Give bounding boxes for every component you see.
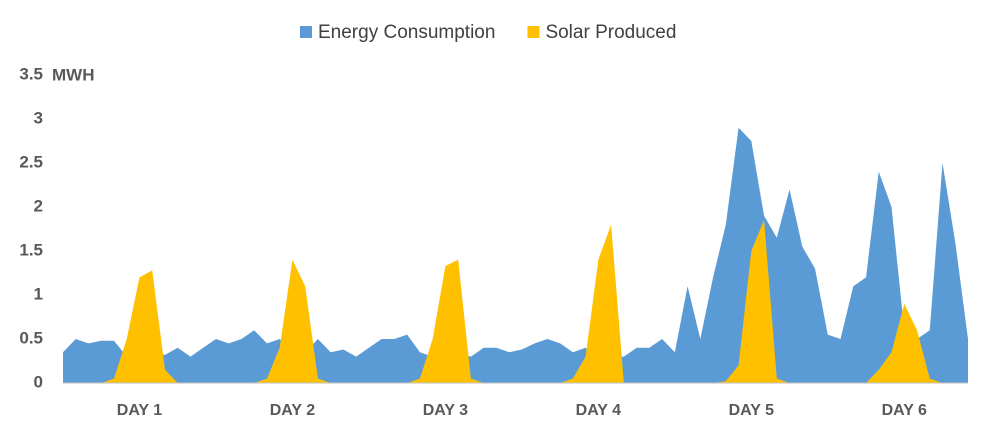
legend-label: Energy Consumption bbox=[318, 22, 495, 43]
y-tick-label: 1 bbox=[34, 284, 43, 303]
x-tick-label: DAY 3 bbox=[423, 402, 468, 419]
x-tick-label: DAY 2 bbox=[270, 402, 315, 419]
x-tick-label: DAY 1 bbox=[117, 402, 162, 419]
y-tick-label: 3.5 bbox=[19, 64, 43, 83]
x-tick-label: DAY 5 bbox=[729, 402, 774, 419]
y-tick-label: 3 bbox=[34, 108, 43, 127]
x-tick-label: DAY 6 bbox=[882, 402, 927, 419]
area bbox=[63, 220, 968, 383]
legend-label: Solar Produced bbox=[545, 22, 676, 43]
y-axis-label: MWH bbox=[52, 65, 94, 84]
legend-swatch bbox=[300, 26, 312, 38]
x-tick-label: DAY 4 bbox=[576, 402, 621, 419]
legend-swatch bbox=[527, 26, 540, 38]
y-tick-label: 0 bbox=[34, 372, 43, 391]
y-tick-label: 2 bbox=[34, 196, 43, 215]
y-tick-label: 1.5 bbox=[19, 240, 43, 259]
area bbox=[63, 127, 968, 383]
y-tick-label: 2.5 bbox=[19, 152, 43, 171]
y-tick-label: 0.5 bbox=[19, 328, 43, 347]
